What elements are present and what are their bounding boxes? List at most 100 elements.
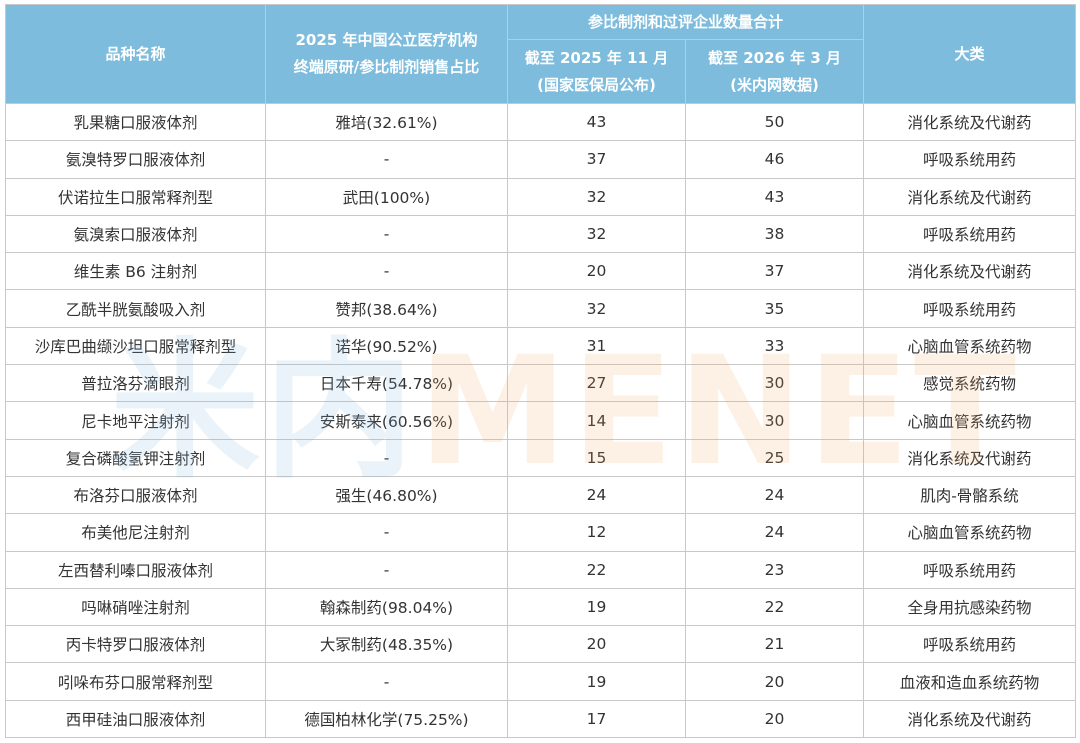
- table-row: 普拉洛芬滴眼剂 日本千寿(54.78%) 27 30 感觉系统药物: [5, 364, 1077, 403]
- cell-share: -: [265, 252, 508, 291]
- cell-share: -: [265, 662, 508, 701]
- cell-name: 伏诺拉生口服常释剂型: [5, 177, 266, 216]
- cell-category: 呼吸系统用药: [863, 550, 1077, 589]
- cell-count-2025: 22: [507, 550, 686, 589]
- header-2025-line1: 截至 2025 年 11 月: [524, 48, 669, 67]
- table-row: 复合磷酸氢钾注射剂 -15 25 消化系统及代谢药: [5, 438, 1077, 477]
- cell-category: 呼吸系统用药: [863, 214, 1077, 254]
- header-share: 2025 年中国公立医疗机构 终端原研/参比制剂销售占比: [265, 4, 508, 104]
- cell-category: 呼吸系统用药: [863, 289, 1077, 328]
- cell-category: 呼吸系统用药: [863, 625, 1077, 664]
- cell-category: 心脑血管系统药物: [863, 513, 1077, 552]
- table-row: 氨溴特罗口服液体剂 -37 46 呼吸系统用药: [5, 140, 1077, 179]
- cell-name: 普拉洛芬滴眼剂: [5, 364, 266, 403]
- table-row: 左西替利嗪口服液体剂 -22 23 呼吸系统用药: [5, 550, 1077, 589]
- cell-count-2025: 14: [507, 401, 686, 440]
- cell-count-2025: 15: [507, 438, 686, 477]
- cell-count-2025: 43: [507, 102, 686, 142]
- cell-category: 消化系统及代谢药: [863, 438, 1077, 477]
- header-share-line2: 终端原研/参比制剂销售占比: [293, 58, 480, 76]
- cell-share: 安斯泰来(60.56%): [265, 401, 508, 440]
- cell-name: 沙库巴曲缬沙坦口服常释剂型: [5, 326, 266, 366]
- cell-count-2025: 24: [507, 475, 686, 515]
- cell-name: 西甲硅油口服液体剂: [5, 699, 266, 739]
- cell-count-2025: 32: [507, 289, 686, 328]
- cell-name: 左西替利嗪口服液体剂: [5, 550, 266, 589]
- table-row: 布洛芬口服液体剂 强生(46.80%) 24 24 肌肉-骨骼系统: [5, 475, 1077, 515]
- table-header: 品种名称 2025 年中国公立医疗机构 终端原研/参比制剂销售占比 参比制剂和过评…: [5, 4, 1077, 104]
- cell-share: -: [265, 214, 508, 254]
- cell-count-2026: 35: [684, 289, 865, 328]
- cell-count-2025: 19: [507, 587, 686, 627]
- cell-category: 全身用抗感染药物: [863, 587, 1077, 627]
- cell-count-2025: 37: [507, 140, 686, 179]
- cell-count-2025: 19: [507, 662, 686, 701]
- cell-category: 消化系统及代谢药: [863, 177, 1077, 216]
- table-row: 维生素 B6 注射剂 -20 37 消化系统及代谢药: [5, 252, 1077, 291]
- cell-name: 氨溴特罗口服液体剂: [5, 140, 266, 179]
- header-category: 大类: [863, 4, 1077, 104]
- table-row: 沙库巴曲缬沙坦口服常释剂型 诺华(90.52%) 31 33 心脑血管系统药物: [5, 326, 1077, 366]
- cell-share: 日本千寿(54.78%): [265, 364, 508, 403]
- cell-share: 诺华(90.52%): [265, 326, 508, 366]
- table-row: 布美他尼注射剂 -12 24 心脑血管系统药物: [5, 513, 1077, 552]
- table-row: 乳果糖口服液体剂 雅培(32.61%) 43 50 消化系统及代谢药: [5, 102, 1077, 142]
- cell-count-2026: 25: [684, 438, 865, 477]
- cell-count-2026: 33: [684, 326, 865, 366]
- cell-count-2025: 20: [507, 252, 686, 291]
- cell-count-2026: 38: [684, 214, 865, 254]
- cell-count-2026: 24: [684, 475, 865, 515]
- cell-count-2026: 43: [684, 177, 865, 216]
- table-row: 吲哚布芬口服常释剂型 -19 20 血液和造血系统药物: [5, 662, 1077, 701]
- cell-count-2026: 46: [684, 140, 865, 179]
- cell-name: 布美他尼注射剂: [5, 513, 266, 552]
- cell-count-2026: 24: [684, 513, 865, 552]
- cell-share: 雅培(32.61%): [265, 102, 508, 142]
- header-2026: 截至 2026 年 3 月 (米内网数据): [684, 39, 865, 104]
- header-group: 参比制剂和过评企业数量合计: [506, 4, 865, 40]
- cell-name: 氨溴索口服液体剂: [5, 214, 266, 254]
- cell-name: 吲哚布芬口服常释剂型: [5, 662, 266, 701]
- header-2025-line2: (国家医保局公布): [537, 75, 656, 94]
- cell-category: 消化系统及代谢药: [863, 252, 1077, 291]
- cell-share: 德国柏林化学(75.25%): [265, 699, 508, 739]
- table-row: 乙酰半胱氨酸吸入剂 赞邦(38.64%) 32 35 呼吸系统用药: [5, 289, 1077, 328]
- cell-count-2026: 37: [684, 252, 865, 291]
- cell-count-2025: 31: [507, 326, 686, 366]
- cell-count-2026: 50: [684, 102, 865, 142]
- table-row: 伏诺拉生口服常释剂型 武田(100%) 32 43 消化系统及代谢药: [5, 177, 1077, 216]
- table-row: 吗啉硝唑注射剂 翰森制药(98.04%) 19 22 全身用抗感染药物: [5, 587, 1077, 627]
- cell-count-2026: 30: [684, 401, 865, 440]
- cell-category: 消化系统及代谢药: [863, 699, 1077, 739]
- cell-category: 感觉系统药物: [863, 364, 1077, 403]
- header-share-line1: 2025 年中国公立医疗机构: [295, 31, 478, 49]
- cell-share: -: [265, 438, 508, 477]
- cell-count-2025: 20: [507, 625, 686, 664]
- cell-share: 赞邦(38.64%): [265, 289, 508, 328]
- cell-share: -: [265, 140, 508, 179]
- cell-count-2026: 20: [684, 662, 865, 701]
- table-body: 乳果糖口服液体剂 雅培(32.61%) 43 50 消化系统及代谢药 氨溴特罗口服液体剂 -…: [5, 102, 1077, 739]
- cell-share: 武田(100%): [265, 177, 508, 216]
- table-row: 西甲硅油口服液体剂 德国柏林化学(75.25%) 17 20 消化系统及代谢药: [5, 699, 1077, 739]
- header-2026-line2: (米内网数据): [730, 75, 819, 94]
- drug-comparison-table: 品种名称 2025 年中国公立医疗机构 终端原研/参比制剂销售占比 参比制剂和过评…: [5, 4, 1077, 739]
- cell-count-2026: 21: [684, 625, 865, 664]
- cell-name: 维生素 B6 注射剂: [5, 252, 266, 291]
- cell-count-2026: 20: [684, 699, 865, 739]
- cell-share: -: [265, 513, 508, 552]
- cell-category: 呼吸系统用药: [863, 140, 1077, 179]
- cell-name: 布洛芬口服液体剂: [5, 475, 266, 515]
- cell-category: 心脑血管系统药物: [863, 401, 1077, 440]
- header-name: 品种名称: [5, 4, 266, 104]
- cell-count-2025: 32: [507, 177, 686, 216]
- cell-count-2026: 23: [684, 550, 865, 589]
- cell-share: 大冢制药(48.35%): [265, 625, 508, 664]
- header-2026-line1: 截至 2026 年 3 月: [707, 48, 842, 67]
- table-row: 尼卡地平注射剂 安斯泰来(60.56%) 14 30 心脑血管系统药物: [5, 401, 1077, 440]
- cell-name: 丙卡特罗口服液体剂: [5, 625, 266, 664]
- cell-name: 乙酰半胱氨酸吸入剂: [5, 289, 266, 328]
- cell-category: 血液和造血系统药物: [863, 662, 1077, 701]
- header-2025: 截至 2025 年 11 月 (国家医保局公布): [507, 39, 686, 104]
- cell-category: 肌肉-骨骼系统: [863, 475, 1077, 515]
